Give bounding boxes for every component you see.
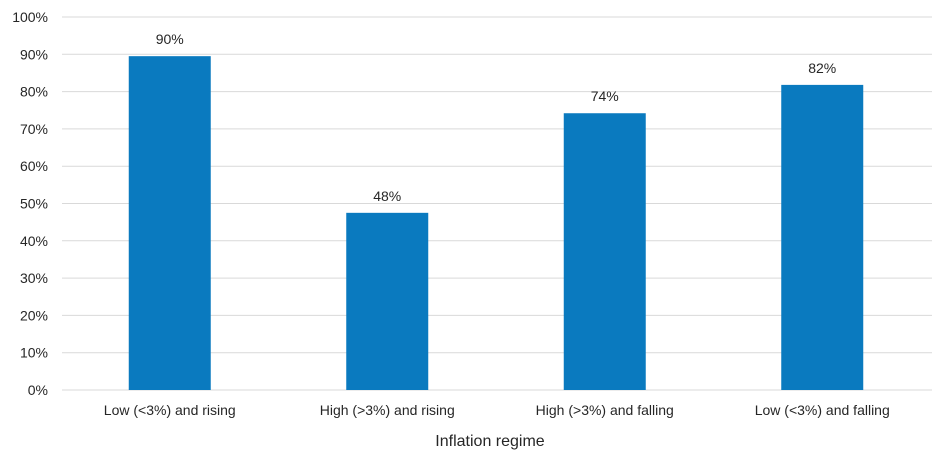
- y-tick-label: 60%: [20, 158, 48, 174]
- bar-data-label: 90%: [156, 31, 184, 47]
- x-category-label: Low (<3%) and falling: [755, 402, 890, 418]
- y-tick-label: 10%: [20, 345, 48, 361]
- x-axis-category-labels: Low (<3%) and rising High (>3%) and risin…: [104, 402, 890, 418]
- y-tick-label: 80%: [20, 84, 48, 100]
- y-tick-label: 40%: [20, 233, 48, 249]
- bar: [346, 212, 429, 390]
- bar-data-label: 48%: [373, 188, 401, 204]
- x-category-label: High (>3%) and rising: [320, 402, 455, 418]
- bars: [128, 56, 864, 391]
- x-category-label: High (>3%) and falling: [536, 402, 674, 418]
- bar: [563, 113, 646, 390]
- x-axis-title: Inflation regime: [435, 433, 544, 450]
- bar: [781, 84, 864, 391]
- y-tick-label: 50%: [20, 196, 48, 212]
- y-tick-label: 20%: [20, 307, 48, 323]
- bar-data-label: 74%: [591, 88, 619, 104]
- y-tick-label: 30%: [20, 270, 48, 286]
- y-tick-label: 90%: [20, 46, 48, 62]
- y-tick-label: 100%: [12, 9, 48, 25]
- y-tick-label: 70%: [20, 121, 48, 137]
- bar-data-label: 82%: [808, 60, 836, 76]
- bar-data-labels: 90% 48% 74% 82%: [156, 31, 837, 204]
- y-axis-tick-labels: 0% 10% 20% 30% 40% 50% 60% 70% 80% 90% 100%: [12, 9, 48, 398]
- bar: [128, 56, 211, 390]
- y-tick-label: 0%: [28, 382, 48, 398]
- x-category-label: Low (<3%) and rising: [104, 402, 236, 418]
